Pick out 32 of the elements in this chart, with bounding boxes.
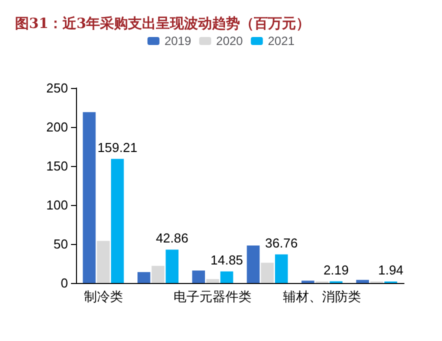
bar (82, 112, 96, 283)
data-label: 159.21 (98, 140, 138, 155)
bar (192, 270, 205, 283)
data-label: 2.19 (323, 262, 349, 278)
bar (260, 262, 274, 283)
bar (206, 279, 220, 283)
data-label: 1.94 (378, 262, 404, 278)
y-tick-label: 50 (54, 236, 68, 252)
data-label: 14.85 (210, 252, 244, 268)
x-tick-label: 制冷类 (84, 290, 123, 305)
bar (220, 271, 234, 283)
bar (96, 240, 110, 283)
bar (152, 266, 164, 283)
y-tick-label: 250 (46, 80, 68, 96)
y-tick-label: 150 (46, 158, 68, 174)
legend-label: 2020 (216, 34, 244, 48)
y-tick-label: 100 (46, 198, 68, 212)
bar (166, 250, 178, 283)
x-tick-label: 辅材、消防类 (283, 290, 361, 305)
bar (275, 254, 288, 283)
data-label: 36.76 (265, 235, 298, 250)
bar (246, 246, 260, 283)
bar (356, 280, 369, 283)
data-label: 42.86 (156, 230, 188, 246)
chart-title: 图31：近3年采购支出呈现波动趋势（百万元） (15, 15, 310, 32)
legend-label: 2019 (164, 34, 192, 48)
bar (138, 272, 150, 283)
y-tick-label: 0 (60, 276, 68, 290)
y-tick-label: 200 (46, 120, 68, 134)
bar (111, 158, 124, 283)
x-tick-label: 电子元器件类 (174, 290, 252, 305)
legend-label: 2021 (268, 34, 295, 48)
